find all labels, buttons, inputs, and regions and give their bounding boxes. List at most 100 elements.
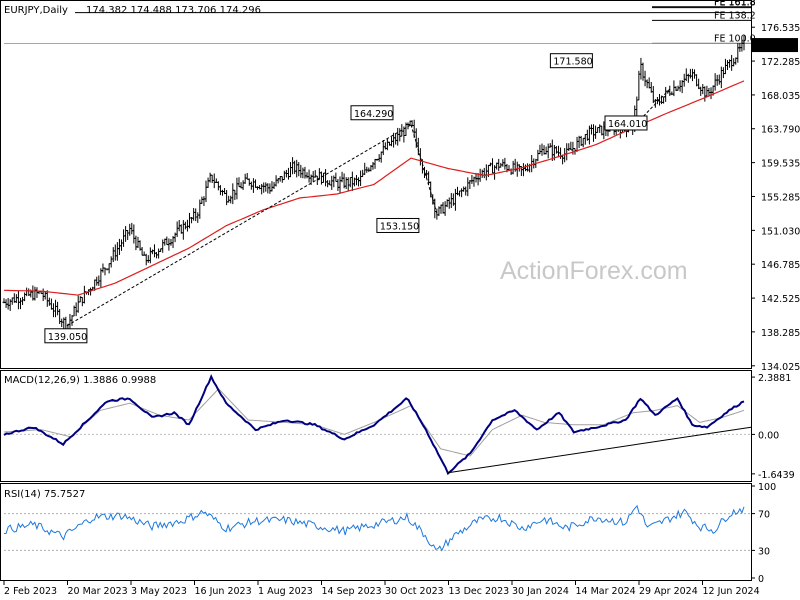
ohlc-bar <box>680 80 684 94</box>
ohlc-bar <box>480 169 484 178</box>
macd-line <box>3 374 745 476</box>
ohlc-bar <box>136 236 140 248</box>
time-tick-label: 14 Sep 2023 <box>322 586 382 597</box>
rsi-line <box>3 504 745 552</box>
ohlc-bar <box>128 223 132 236</box>
ohlc-bar <box>45 290 49 307</box>
ohlc-bar <box>113 244 117 261</box>
time-tick-label: 13 Dec 2023 <box>449 586 510 597</box>
ohlc-bar <box>394 133 398 145</box>
ohlc-bar <box>328 180 332 186</box>
ohlc-bar <box>216 181 220 191</box>
price-tick-label: 142.525 <box>761 294 800 305</box>
ohlc-bar <box>651 86 655 104</box>
ohlc-bar <box>107 263 111 274</box>
ohlc-bar <box>385 138 389 151</box>
ohlc-bar <box>730 54 734 71</box>
ohlc-bar <box>361 169 365 178</box>
ohlc-bar <box>297 162 301 177</box>
ohlc-bar <box>231 183 235 205</box>
ohlc-bar <box>458 190 462 197</box>
ohlc-bar <box>307 169 311 183</box>
ohlc-bar <box>111 247 115 263</box>
price-tick-label: 168.035 <box>761 91 800 102</box>
ohlc-bar <box>167 238 171 251</box>
ohlc-bar <box>350 171 354 191</box>
ohlc-bar <box>146 255 150 263</box>
ohlc-bar <box>688 68 692 79</box>
ohlc-bar <box>581 137 585 148</box>
macd-tick-label: 2.3881 <box>758 373 791 384</box>
ohlc-bar <box>396 127 400 146</box>
ohlc-bar <box>439 204 443 214</box>
ohlc-bar <box>488 162 492 167</box>
ohlc-bar <box>115 242 119 261</box>
macd-panel-frame <box>0 370 752 482</box>
ohlc-bar <box>538 144 542 155</box>
ohlc-bar <box>198 199 202 219</box>
time-tick-label: 30 Jan 2024 <box>512 586 569 597</box>
svg-text:153.150: 153.150 <box>380 221 419 232</box>
ohlc-bar <box>340 171 344 183</box>
ohlc-bar <box>286 167 290 180</box>
ohlc-bar <box>546 143 550 159</box>
ohlc-bar <box>443 201 447 216</box>
ohlc-bar <box>548 143 552 148</box>
rsi-panel-frame <box>0 483 752 581</box>
ohlc-bar <box>144 253 148 266</box>
ohlc-bar <box>291 157 295 175</box>
ohlc-bar <box>124 225 128 242</box>
ohlc-bar <box>695 74 699 87</box>
ohlc-bar <box>299 164 303 178</box>
price-tick-label: 155.285 <box>761 192 800 203</box>
ohlc-bar <box>25 287 29 297</box>
ohlc-bar <box>16 290 20 310</box>
ohlc-bar <box>359 170 363 187</box>
ohlc-bar <box>693 69 697 79</box>
ohlc-bar <box>556 145 560 158</box>
svg-text:171.580: 171.580 <box>553 57 592 68</box>
ohlc-bar <box>684 68 688 82</box>
ohlc-bar <box>134 235 138 251</box>
ohlc-bar <box>148 247 152 264</box>
ohlc-bar <box>218 185 222 196</box>
ohlc-bar <box>567 143 571 151</box>
ohlc-bar <box>462 186 466 192</box>
ohlc-bar <box>441 202 445 214</box>
ohlc-bar <box>289 162 293 178</box>
macd-tick-label: -1.6439 <box>758 470 795 481</box>
ohlc-bar <box>311 171 315 182</box>
ohlc-bar <box>363 162 367 175</box>
ohlc-bar <box>373 158 377 169</box>
ohlc-bar <box>466 177 470 197</box>
ohlc-bar <box>56 301 60 316</box>
price-tick-label: 146.785 <box>761 260 800 271</box>
time-axis: 2 Feb 2023 20 Mar 2023 3 May 2023 16 Jun 20… <box>3 581 760 597</box>
time-tick-label: 1 Aug 2023 <box>258 586 313 597</box>
ohlc-bar <box>227 195 231 203</box>
ohlc-bar <box>200 196 204 204</box>
ohlc-bar <box>592 124 596 142</box>
time-tick-label: 12 Jun 2024 <box>703 586 760 597</box>
ohlc-bar <box>256 186 260 190</box>
time-tick-label: 20 Mar 2023 <box>68 586 128 597</box>
price-tick-label: 134.025 <box>761 362 800 373</box>
ohlc-bar <box>645 79 649 89</box>
ohlc-bar <box>723 58 727 75</box>
ohlc-bar <box>43 291 47 300</box>
ohlc-bar <box>301 167 305 179</box>
ohlc-bar <box>460 188 464 198</box>
ohlc-bar <box>245 172 249 180</box>
ohlc-bar <box>161 239 165 253</box>
price-trendline <box>410 124 438 214</box>
watermark: ActionForex.com <box>500 257 688 285</box>
ohlc-bar <box>235 177 239 200</box>
ohlc-bar <box>6 297 10 310</box>
ohlc-bar <box>251 178 255 193</box>
ohlc-bar <box>41 288 45 302</box>
ohlc-bar <box>264 182 268 192</box>
ohlc-bar <box>596 127 600 133</box>
ohlc-bar <box>165 236 169 246</box>
price-tick-label: 176.535 <box>761 23 800 34</box>
